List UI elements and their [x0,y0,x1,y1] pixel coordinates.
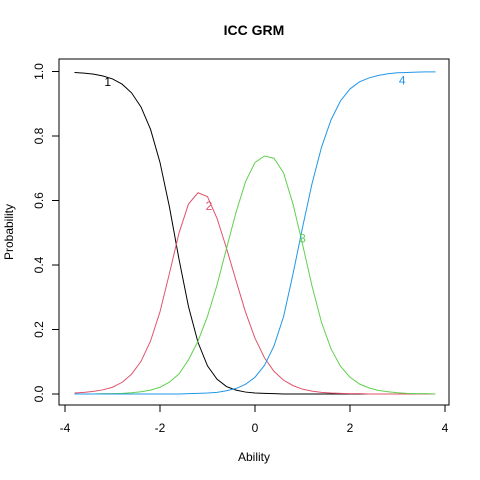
y-tick-label: 0.0 [32,385,46,402]
y-tick-label: 0.8 [32,127,46,144]
chart-title: ICC GRM [224,22,285,38]
y-axis-label: Probability [2,204,16,260]
y-tick-label: 0.6 [32,192,46,209]
x-tick-label: 0 [252,421,259,435]
x-tick-label: 2 [347,421,354,435]
curve-label-3: 3 [299,231,306,245]
x-tick-label: 4 [442,421,449,435]
curve-group [74,71,436,395]
y-tick-label: 0.2 [32,321,46,338]
curve-category-2 [74,192,436,395]
curve-category-4 [74,71,436,395]
x-axis: -4 -2 0 2 4 [60,404,449,435]
curve-category-3 [74,155,436,395]
x-tick-label: -4 [60,421,71,435]
curve-label-4: 4 [399,73,406,87]
x-tick-label: -2 [155,421,166,435]
curve-label-1: 1 [104,75,111,89]
y-tick-label: 0.4 [32,256,46,273]
y-axis: 0.0 0.2 0.4 0.6 0.8 1.0 [32,63,60,402]
x-axis-label: Ability [238,450,270,464]
curve-label-group: 1 2 3 4 [104,73,406,245]
curve-label-2: 2 [206,199,213,213]
y-tick-label: 1.0 [32,63,46,80]
